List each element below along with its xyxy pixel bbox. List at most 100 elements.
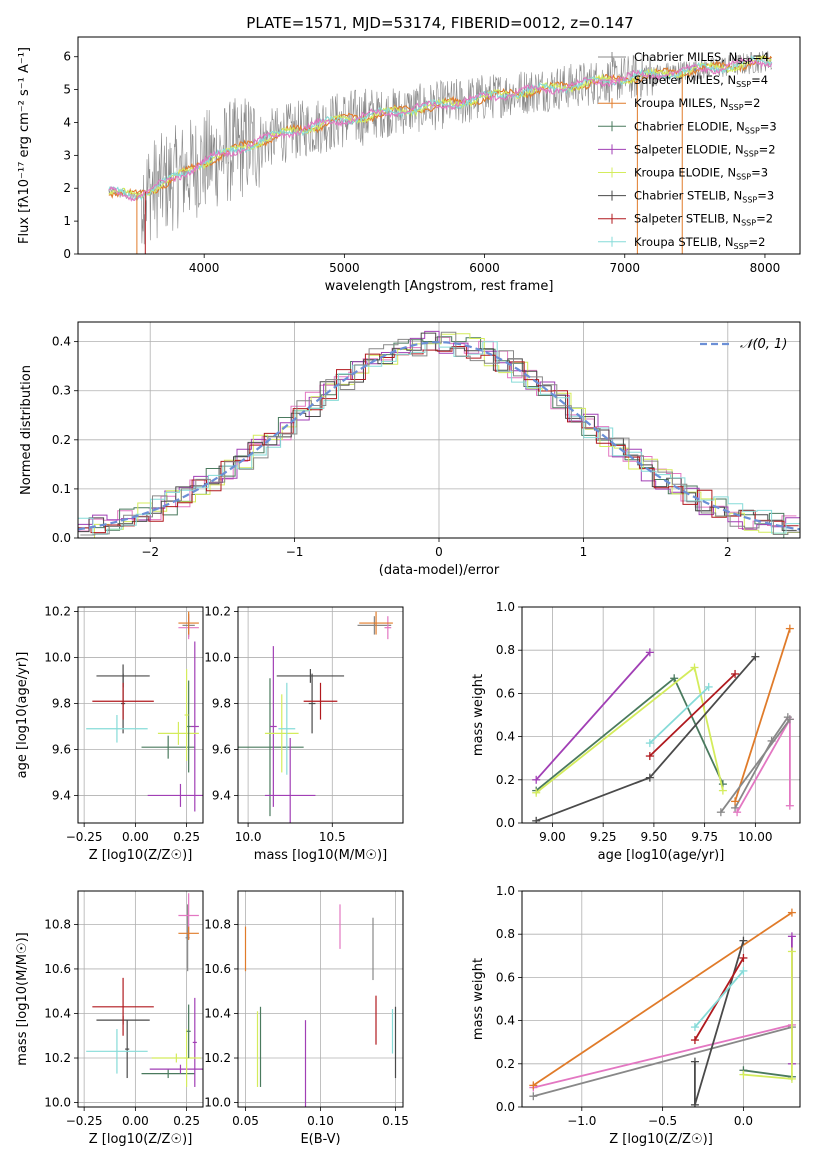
legend-value: =4: [752, 50, 769, 64]
weight-line-4: [535, 651, 651, 781]
x-tick-label: 0.25: [173, 830, 200, 844]
y-tick-label: 10.8: [44, 917, 71, 931]
weight-line-3: [743, 1069, 793, 1078]
x-tick-label: 0: [435, 545, 443, 559]
x-tick-label: 4000: [189, 261, 220, 275]
y-tick-label: 9.6: [52, 742, 71, 756]
weight-line-9: [720, 718, 791, 813]
y-tick-label: 4: [63, 115, 71, 129]
plot-area: [238, 611, 393, 823]
legend-value: =2: [759, 142, 776, 156]
plot-area: [532, 624, 794, 823]
y-tick-label: 0.2: [496, 773, 515, 787]
legend-sub: SSP: [734, 242, 749, 251]
x-tick-label: 0.00: [122, 1114, 149, 1128]
axes: 4000 5000 6000 7000 8000 0 1 2 3 4 5 6 wavelength [A…: [17, 36, 801, 294]
legend-value: =3: [757, 189, 774, 203]
x-tick-label: −2: [141, 545, 159, 559]
y-axis-label: Normed distribution: [19, 365, 34, 495]
y-tick-label: 10.4: [204, 1006, 231, 1020]
x-tick-label: 0.10: [307, 1114, 334, 1128]
y-tick-label: 0.1: [52, 482, 71, 496]
x-tick-label: 7000: [609, 261, 640, 275]
axes-frame: [237, 606, 404, 824]
legend-label-4: Salpeter ELODIE, NSSP=2: [634, 142, 776, 158]
y-tick-label: 0: [63, 247, 71, 261]
x-tick-label: 0.05: [232, 1114, 259, 1128]
y-tick-label: 10.2: [204, 605, 231, 619]
histogram-8: [78, 341, 800, 535]
x-axis-label: age [log10(age/yr)]: [598, 848, 725, 863]
x-tick-label: −1: [286, 545, 304, 559]
x-tick-label: 0.15: [382, 1114, 409, 1128]
y-tick-label: 0.2: [496, 1057, 515, 1071]
legend-label-8: Kroupa STELIB, NSSP=2: [634, 235, 765, 251]
x-tick-label: 0.00: [122, 830, 149, 844]
y-axis-label: age [log10(age/yr)]: [15, 652, 30, 779]
panel-2: −0.25 0.00 0.25 9.4 9.6 9.8 10.0 10.2 Z [log10(Z…: [15, 605, 204, 863]
spectrum-title: PLATE=1571, MJD=53174, FIBERID=0012, z=0…: [246, 14, 633, 32]
y-tick-label: 2: [63, 181, 71, 195]
y-tick-label: 0.4: [52, 335, 71, 349]
y-tick-label: 1.0: [496, 600, 515, 614]
y-tick-label: 0.0: [52, 531, 71, 545]
panel-4: 9.00 9.25 9.50 9.75 10.00 0.0 0.2 0.4 0.6 0.8 1.0 a…: [471, 600, 801, 863]
y-tick-label: 10.2: [204, 1051, 231, 1065]
x-tick-label: 9.25: [590, 830, 617, 844]
x-axis-label: wavelength [Angstrom, rest frame]: [325, 279, 554, 294]
legend-label-7: Salpeter STELIB, NSSP=2: [634, 212, 773, 228]
plot-area: [78, 330, 800, 538]
y-tick-label: 6: [63, 50, 71, 64]
y-tick-label: 9.8: [52, 697, 71, 711]
legend-sub: SSP: [736, 173, 751, 182]
x-tick-label: 9.50: [641, 830, 668, 844]
y-tick-label: 10.0: [44, 651, 71, 665]
y-tick-label: 10.4: [44, 1006, 71, 1020]
legend-label-1: Salpeter MILES, NSSP=4: [634, 73, 768, 89]
model-spectrum-1: [108, 56, 773, 202]
panel-0: 4000 5000 6000 7000 8000 0 1 2 3 4 5 6 wavelength [A…: [17, 36, 801, 294]
x-tick-label: 9.00: [539, 830, 566, 844]
axes: 10.0 10.5 9.4 9.6 9.8 10.0 10.2 mass [log10(M/M…: [204, 605, 404, 863]
histogram-0: [80, 331, 800, 536]
y-tick-label: 10.0: [204, 651, 231, 665]
legend-sub: SSP: [742, 196, 757, 205]
y-tick-label: 3: [63, 148, 71, 162]
legend-sub: SSP: [744, 149, 759, 158]
panel-7: −1.0 −0.5 0.0 0.0 0.2 0.4 0.6 0.8 1.0 Z [log10(Z/…: [471, 884, 801, 1147]
x-tick-label: 2: [724, 545, 732, 559]
legend-value: =2: [744, 96, 761, 110]
y-tick-label: 10.0: [204, 1096, 231, 1110]
y-tick-label: 0.0: [496, 816, 515, 830]
axes: 0.05 0.10 0.15 10.0 10.2 10.4 10.6 10.8 E(B-V): [204, 890, 409, 1147]
x-tick-label: 10.5: [319, 830, 346, 844]
plot-area: [86, 893, 203, 1087]
y-axis-label: mass weight: [471, 958, 486, 1040]
x-tick-label: −0.25: [66, 830, 103, 844]
y-tick-label: 0.4: [496, 1014, 515, 1028]
x-axis-label: Z [log10(Z/Z☉)]: [89, 848, 193, 863]
axes: −0.25 0.00 0.25 9.4 9.6 9.8 10.0 10.2 Z [log10(Z…: [15, 605, 204, 863]
weight-line-2: [532, 911, 793, 1087]
x-tick-label: −0.25: [66, 1114, 103, 1128]
legend-label-6: Chabrier STELIB, NSSP=3: [634, 189, 774, 205]
y-tick-label: 0.6: [496, 970, 515, 984]
y-tick-label: 9.4: [52, 788, 71, 802]
x-tick-label: 1: [580, 545, 588, 559]
weight-line-7: [649, 673, 736, 757]
x-tick-label: −1.0: [567, 1114, 596, 1128]
axes: −2 −1 0 1 2 0.0 0.1 0.2 0.3 0.4 (data-model)/error…: [19, 321, 801, 578]
weight-line-8: [694, 970, 745, 1028]
y-tick-label: 0.6: [496, 686, 515, 700]
x-tick-label: 6000: [469, 261, 500, 275]
legend-value: =2: [756, 212, 773, 226]
y-tick-label: 10.8: [204, 917, 231, 931]
y-axis-label: Flux [fλ10⁻¹⁷ erg cm⁻² s⁻¹ A⁻¹]: [17, 47, 32, 244]
y-axis-label: mass weight: [471, 674, 486, 756]
plot-area: [529, 908, 796, 1107]
axes: −0.25 0.00 0.25 10.0 10.2 10.4 10.6 10.8 Z [log1…: [15, 890, 204, 1147]
x-tick-label: 9.75: [691, 830, 718, 844]
legend-sub: SSP: [745, 126, 760, 135]
y-tick-label: 0.3: [52, 384, 71, 398]
